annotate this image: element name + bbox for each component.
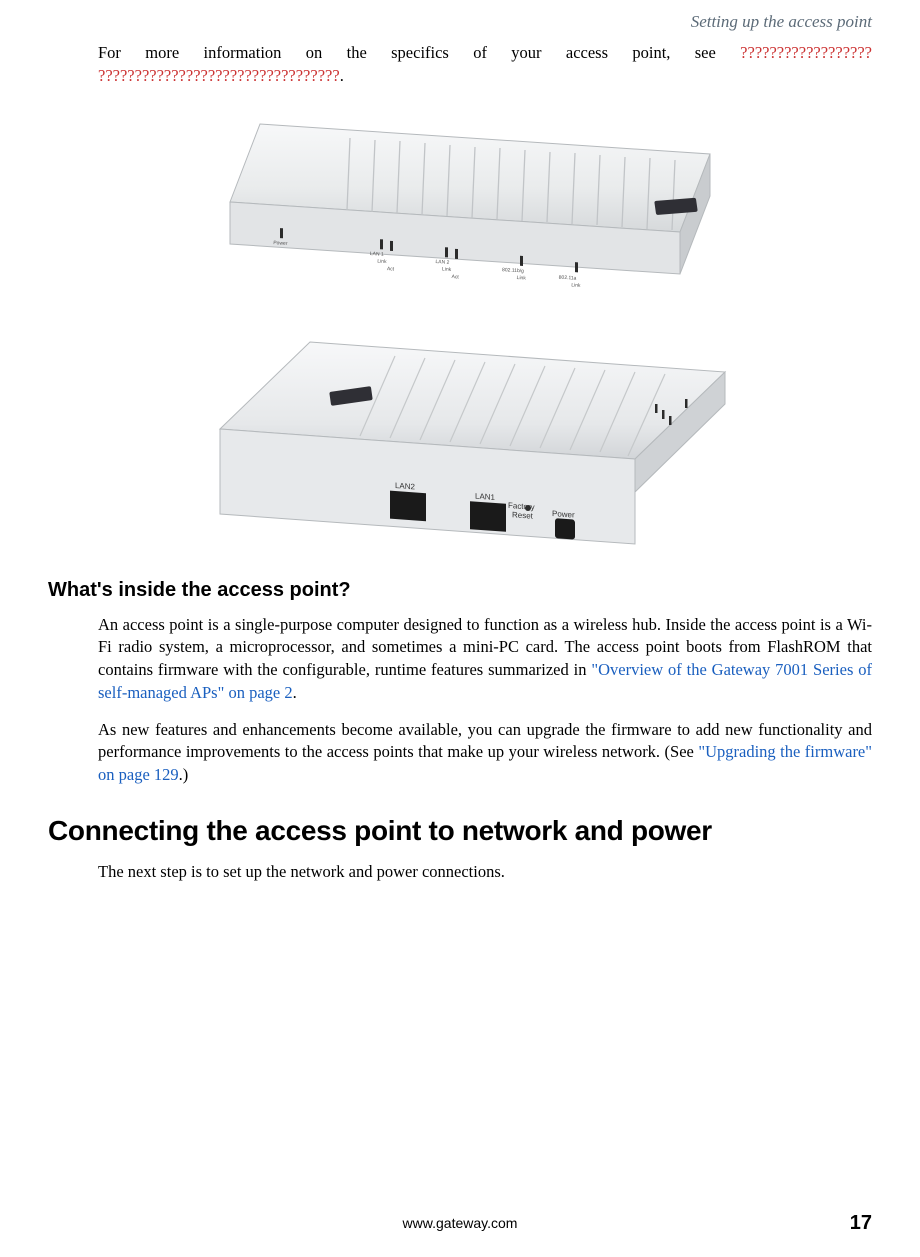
svg-text:Act: Act (387, 266, 395, 272)
page-content: For more information on the specifics of… (48, 42, 872, 884)
svg-text:Act: Act (451, 274, 459, 280)
svg-text:Link: Link (571, 282, 581, 289)
device-bottom-view: LAN2 LAN1 Factory Reset Power (180, 334, 740, 559)
inside-paragraph-2: As new features and enhancements become … (98, 719, 872, 787)
footer-url: www.gateway.com (0, 1215, 920, 1231)
intro-paragraph: For more information on the specifics of… (98, 42, 872, 88)
page-number: 17 (850, 1212, 872, 1235)
svg-text:LAN2: LAN2 (395, 481, 416, 491)
svg-text:802.11b/g: 802.11b/g (502, 267, 524, 274)
inside-p2-b: .) (179, 765, 189, 784)
svg-text:Link: Link (442, 266, 452, 273)
intro-suffix: . (340, 66, 344, 85)
connect-paragraph-1: The next step is to set up the network a… (98, 861, 872, 884)
heading-whats-inside: What's inside the access point? (48, 579, 872, 602)
inside-p1-b: . (293, 683, 297, 702)
svg-text:802.11a: 802.11a (559, 274, 577, 281)
device-figures: Power LAN 1 Link Act LAN 2 Link Act 802.… (48, 114, 872, 559)
heading-connecting: Connecting the access point to network a… (48, 815, 872, 847)
svg-text:Link: Link (377, 258, 387, 265)
intro-prefix: For more information on the specifics of… (98, 43, 740, 62)
svg-text:Link: Link (516, 275, 526, 282)
svg-text:Reset: Reset (512, 510, 534, 521)
svg-text:LAN1: LAN1 (475, 491, 496, 501)
device-top-view: Power LAN 1 Link Act LAN 2 Link Act 802.… (180, 114, 740, 294)
svg-text:Power: Power (552, 509, 575, 520)
running-header: Setting up the access point (691, 12, 872, 32)
inside-paragraph-1: An access point is a single-purpose comp… (98, 614, 872, 705)
svg-text:Power: Power (273, 240, 288, 247)
svg-text:LAN 1: LAN 1 (370, 251, 384, 258)
svg-text:LAN 2: LAN 2 (435, 259, 449, 266)
